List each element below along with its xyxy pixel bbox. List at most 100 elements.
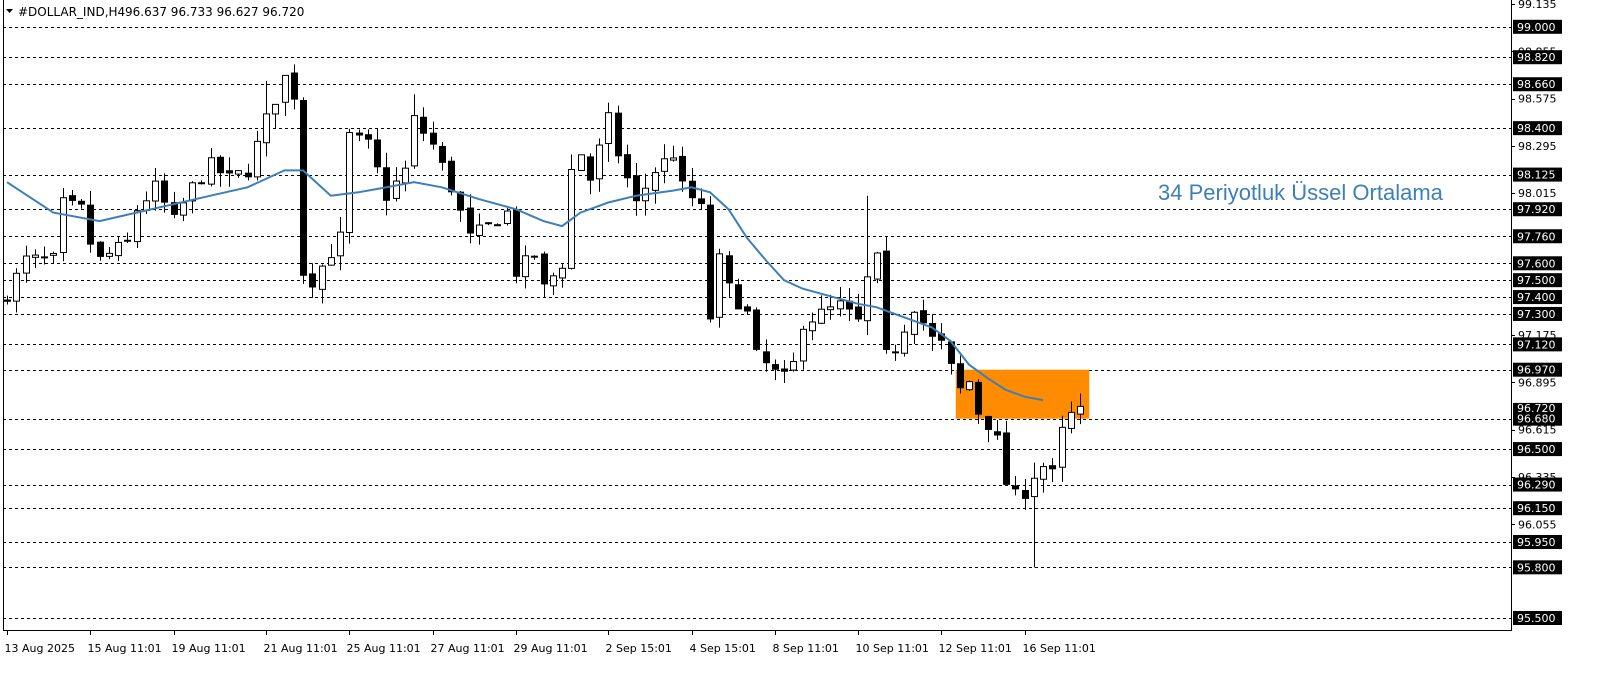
candle (235, 170, 242, 178)
level-label: 95.800 (1517, 561, 1556, 574)
level-label-box (1513, 167, 1562, 182)
candle (679, 146, 686, 192)
current-price-box (1513, 402, 1562, 413)
candle-body (420, 116, 427, 134)
candle-body (208, 157, 215, 185)
candle-body (901, 331, 908, 354)
candle-body (994, 431, 1001, 436)
level-label: 97.120 (1517, 338, 1556, 351)
time-tick-label: 10 Sep 11:01 (856, 642, 929, 655)
candlesticks (4, 64, 1084, 568)
candle-body (300, 100, 307, 276)
candle-body (1012, 485, 1019, 490)
candle (716, 248, 723, 328)
candle-body (744, 306, 751, 312)
candle-body (13, 272, 20, 302)
candle-body (1040, 466, 1047, 480)
candle-body (707, 204, 714, 320)
candle (531, 255, 538, 260)
time-tick-label: 15 Aug 11:01 (88, 642, 162, 655)
candle-body (679, 155, 686, 182)
candle (790, 352, 797, 372)
candle-body (152, 180, 159, 202)
candle (60, 187, 67, 262)
level-label-box (1513, 306, 1562, 321)
candle (883, 236, 890, 354)
candle (504, 208, 511, 226)
candle-body (235, 170, 242, 175)
candle-body (226, 170, 233, 174)
candle (23, 245, 30, 283)
candle-body (874, 252, 881, 280)
candle-body (1022, 490, 1029, 499)
candle-body (134, 210, 141, 243)
candle (494, 223, 501, 227)
candle (698, 188, 705, 211)
candle-body (892, 351, 899, 354)
candle (615, 105, 622, 164)
candle-body (402, 167, 409, 184)
candle-body (263, 113, 270, 144)
candle-body (180, 202, 187, 216)
level-label: 96.680 (1517, 413, 1556, 426)
candle (892, 344, 899, 361)
candle-body (23, 255, 30, 274)
candle (97, 241, 104, 261)
candle-body (864, 276, 871, 322)
candle (1049, 458, 1056, 482)
candle-body (439, 146, 446, 163)
price-tick-label: 96.055 (1518, 518, 1557, 531)
price-tick-label: 98.015 (1518, 187, 1557, 200)
candle (282, 74, 289, 116)
level-label-box (1513, 273, 1562, 288)
candle-body (448, 160, 455, 193)
candle (1077, 393, 1084, 425)
candle-body (735, 284, 742, 310)
candle-body (818, 308, 825, 324)
candle-body (615, 112, 622, 157)
candle-body (790, 361, 797, 371)
candle-body (41, 256, 48, 259)
candle-body (855, 306, 862, 320)
candle (920, 299, 927, 331)
candle (855, 293, 862, 322)
candle-body (430, 132, 437, 145)
candle (393, 167, 400, 202)
candle (985, 415, 992, 443)
candle-body (504, 210, 511, 224)
ema-line (6, 169, 1044, 402)
time-axis: 13 Aug 2025 15 Aug 11:01 19 Aug 11:01 21 Au… (5, 630, 1096, 655)
candle (263, 80, 270, 157)
candle-body (772, 364, 779, 370)
candle (420, 107, 427, 142)
candle (226, 157, 233, 187)
candle (78, 198, 85, 209)
candle (300, 97, 307, 284)
price-tick-label: 96.615 (1518, 424, 1557, 437)
candle (383, 152, 390, 216)
price-tick-label: 98.575 (1518, 93, 1557, 106)
level-label-box (1513, 337, 1562, 352)
candle (1068, 401, 1075, 434)
candle-body (383, 167, 390, 201)
symbol-label: #DOLLAR_IND,H4 (18, 5, 125, 19)
candle (254, 130, 261, 181)
candle (4, 295, 11, 305)
candle-body (106, 252, 113, 257)
candle-body (661, 158, 668, 172)
candle-body (356, 132, 363, 136)
time-tick-label: 13 Aug 2025 (5, 642, 75, 655)
candle-body (1049, 465, 1056, 470)
candle-body (911, 311, 918, 335)
candle (809, 312, 816, 341)
candle (171, 191, 178, 219)
candle-body (337, 231, 344, 257)
candle (13, 268, 20, 313)
candle (957, 355, 964, 394)
candle-body (605, 112, 612, 145)
level-label-box (1513, 290, 1562, 305)
candle-body (78, 200, 85, 205)
candle-body (346, 132, 353, 234)
triangle-down-icon[interactable] (6, 9, 13, 13)
